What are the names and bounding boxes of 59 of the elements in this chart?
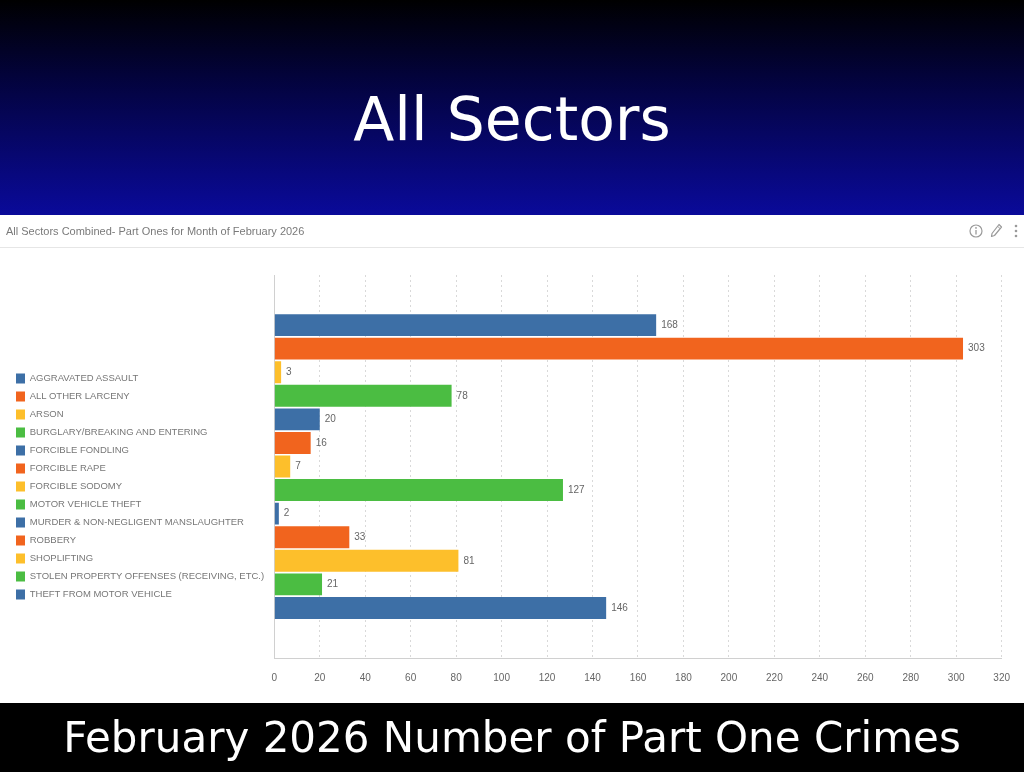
data-label: 303: [968, 342, 986, 354]
bar: [274, 455, 291, 478]
legend-label: STOLEN PROPERTY OFFENSES (RECEIVING, ETC.): [29, 570, 265, 582]
data-label: 20: [324, 413, 337, 425]
x-tick-label: 100: [493, 671, 511, 683]
bar: [274, 408, 320, 431]
data-label: 168: [661, 318, 679, 330]
text: February 2026 Number of Part One Crimes: [0, 703, 1024, 772]
text: All Sectors Combined- Part Ones for Month of February 2026: [6, 224, 305, 239]
data-label: 2: [283, 507, 290, 519]
x-tick-label: 0: [271, 671, 278, 683]
x-tick-label: 60: [405, 671, 417, 683]
data-label: 33: [354, 530, 366, 542]
bar: [274, 384, 452, 407]
legend-label: FORCIBLE FONDLING: [29, 444, 129, 456]
x-tick-label: 20: [314, 671, 326, 683]
legend-label: SHOPLIFTING: [29, 552, 94, 564]
x-tick-label: 280: [902, 671, 920, 683]
bar: [274, 573, 323, 596]
bar: [274, 596, 607, 619]
legend-label: MOTOR VEHICLE THEFT: [29, 498, 142, 510]
bar: [274, 526, 350, 549]
data-label: 127: [567, 483, 586, 495]
data-label: 78: [456, 389, 469, 401]
data-label: 146: [611, 601, 629, 613]
bar: [274, 549, 459, 572]
legend-label: ARSON: [29, 408, 64, 420]
legend-label: ROBBERY: [29, 534, 77, 546]
legend-label: AGGRAVATED ASSAULT: [29, 372, 139, 384]
x-tick-label: 160: [629, 671, 647, 683]
x-tick-label: 180: [675, 671, 693, 683]
bar: [274, 337, 964, 360]
chart-title: All Sectors: [352, 83, 672, 156]
data-label: 16: [315, 436, 328, 448]
x-tick-label: 40: [359, 671, 372, 683]
x-tick-label: 140: [584, 671, 602, 683]
legend-label: FORCIBLE RAPE: [29, 462, 106, 474]
legend-label: THEFT FROM MOTOR VEHICLE: [29, 588, 172, 600]
x-tick-label: 320: [993, 671, 1011, 683]
x-tick-label: 120: [538, 671, 556, 683]
x-tick-label: 200: [720, 671, 738, 683]
legend-label: ALL OTHER LARCENY: [29, 390, 131, 402]
data-label: 21: [327, 578, 339, 590]
x-tick-label: 240: [811, 671, 829, 683]
bar: [274, 502, 279, 525]
bar: [274, 431, 311, 454]
x-tick-label: 80: [450, 671, 463, 683]
legend-label: BURGLARY/BREAKING AND ENTERING: [29, 426, 208, 438]
x-tick-label: 300: [947, 671, 965, 683]
bar: [274, 361, 282, 384]
x-tick-label: 220: [766, 671, 784, 683]
bar: [274, 314, 657, 337]
legend-label: MURDER & NON-NEGLIGENT MANSLAUGHTER: [29, 516, 245, 528]
x-tick-label: 260: [856, 671, 875, 683]
data-label: 7: [295, 460, 302, 472]
data-label: 81: [463, 554, 475, 566]
bar: [274, 479, 563, 502]
data-label: 3: [286, 365, 293, 377]
legend-label: FORCIBLE SODOMY: [29, 480, 123, 492]
